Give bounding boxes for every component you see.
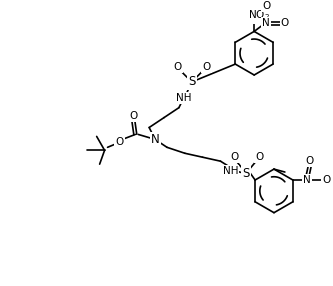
Text: N: N	[151, 133, 160, 146]
Text: NO$_2$: NO$_2$	[248, 9, 270, 23]
Text: O: O	[129, 111, 138, 121]
Text: O: O	[230, 152, 238, 162]
Text: O: O	[255, 152, 263, 162]
Text: O: O	[174, 62, 182, 72]
Text: O: O	[281, 19, 289, 29]
Text: NH: NH	[176, 93, 191, 103]
Text: O: O	[115, 137, 124, 147]
Text: S: S	[242, 166, 250, 180]
Text: O: O	[202, 62, 211, 72]
Text: N: N	[303, 175, 311, 185]
Text: O: O	[322, 175, 331, 185]
Text: N: N	[262, 19, 270, 29]
Text: O: O	[262, 1, 270, 11]
Text: S: S	[188, 76, 195, 88]
Text: NH: NH	[223, 166, 238, 176]
Text: O: O	[306, 156, 314, 166]
